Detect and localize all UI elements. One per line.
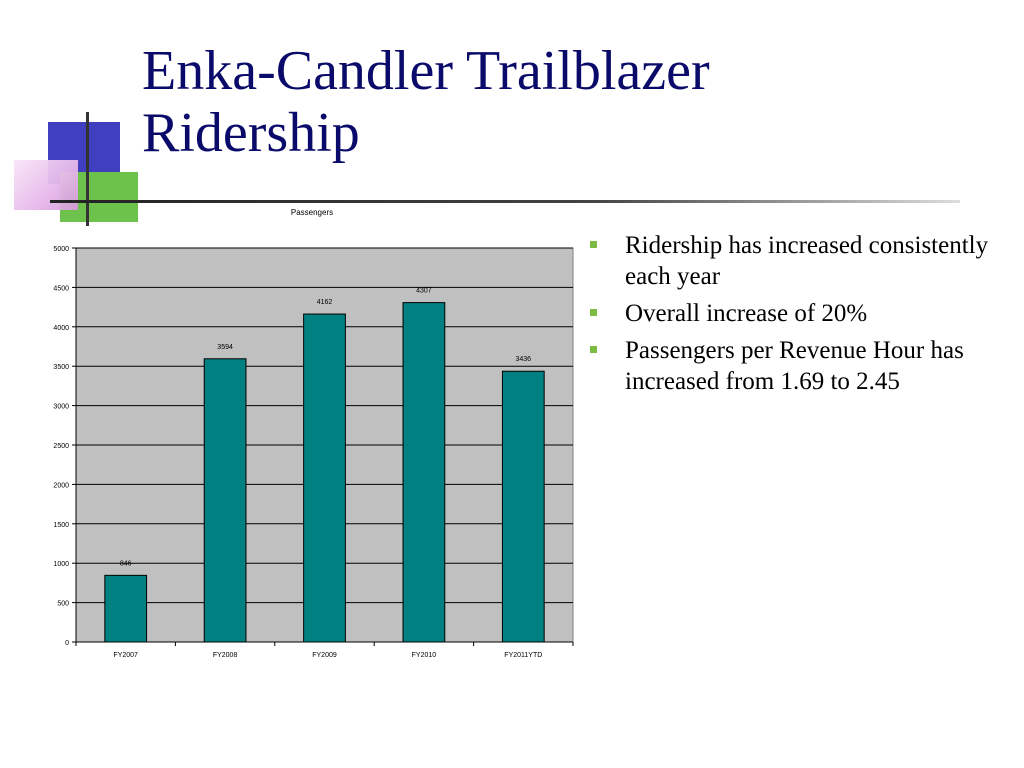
x-tick-label: FY2010 [412, 652, 437, 659]
bar [303, 313, 346, 643]
bullet-item: Passengers per Revenue Hour has increase… [588, 335, 998, 397]
bullet-item: Overall increase of 20% [588, 298, 998, 329]
y-tick-label: 0 [65, 640, 69, 647]
data-label: 3436 [516, 356, 532, 363]
slide-title: Enka-Candler Trailblazer Ridership [142, 40, 710, 164]
bar [501, 370, 545, 643]
bar [203, 358, 247, 643]
x-tick-label: FY2011YTD [504, 652, 542, 659]
y-tick-label: 2500 [53, 443, 69, 450]
title-divider-line [50, 200, 960, 203]
y-tick-label: 500 [57, 601, 69, 608]
y-tick-label: 2000 [53, 482, 69, 489]
x-tick-label: FY2009 [312, 652, 337, 659]
square-bullet-icon [590, 346, 597, 353]
y-tick-label: 3000 [53, 404, 69, 411]
bullet-list: Ridership has increased consistently eac… [588, 230, 998, 403]
data-labels: 846 3594 4162 4307 3436 [120, 288, 531, 568]
y-tick-label: 4000 [53, 325, 69, 332]
slide-title-line-1: Enka-Candler Trailblazer [142, 40, 710, 102]
bar [104, 574, 148, 643]
data-label: 846 [120, 560, 132, 567]
x-tick-label: FY2007 [113, 652, 138, 659]
y-tick-label: 1000 [53, 561, 69, 568]
bullet-text: Ridership has increased consistently eac… [625, 232, 989, 290]
bars [104, 302, 545, 643]
bar [402, 302, 446, 643]
bullet-text: Passengers per Revenue Hour has increase… [625, 337, 964, 395]
y-axis-tick-labels: 0 500 1000 1500 2000 2500 3000 3500 4000 4500 5000 [53, 246, 69, 647]
y-tick-label: 1500 [53, 522, 69, 529]
chart-title: Passengers [291, 208, 333, 217]
y-tick-label: 3500 [53, 364, 69, 371]
decor-vertical-line [86, 112, 89, 226]
bullet-item: Ridership has increased consistently eac… [588, 230, 998, 292]
data-label: 4307 [416, 288, 432, 295]
data-label: 4162 [317, 299, 333, 306]
x-tick-label: FY2008 [213, 652, 238, 659]
data-label: 3594 [217, 344, 233, 351]
square-bullet-icon [590, 241, 597, 248]
y-tick-label: 5000 [53, 246, 69, 253]
square-bullet-icon [590, 309, 597, 316]
y-tick-label: 4500 [53, 285, 69, 292]
slide-title-line-2: Ridership [142, 102, 360, 164]
x-axis-tick-labels: FY2007 FY2008 FY2009 FY2010 FY2011YTD [113, 652, 542, 659]
bullet-text: Overall increase of 20% [625, 300, 868, 327]
